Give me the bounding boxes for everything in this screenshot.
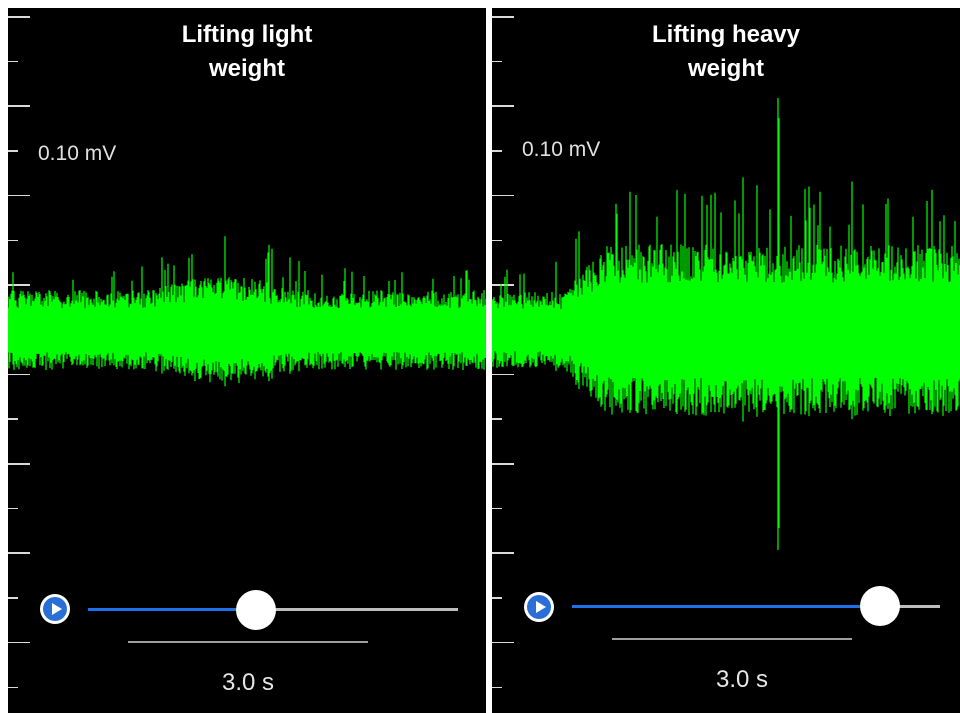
tick-mark: [8, 150, 18, 152]
tick-mark: [8, 373, 30, 376]
tick-mark: [492, 284, 514, 286]
time-scale-label: 3.0 s: [221, 669, 275, 696]
tick-mark: [492, 552, 514, 554]
play-icon: [527, 595, 551, 619]
trace-path: [492, 98, 960, 550]
tick-mark: [8, 463, 30, 465]
tick-mark: [8, 284, 30, 286]
trace-path: [8, 236, 486, 387]
tick-mark: [492, 463, 514, 465]
tick-mark: [492, 641, 514, 644]
tick-mark: [8, 552, 30, 554]
emg-panel-heavy: Lifting heavy weight 0.10 mV 3.0 s: [492, 8, 960, 713]
slider-thumb[interactable]: [236, 590, 276, 630]
tick-mark: [8, 60, 18, 63]
tick-mark: [492, 418, 502, 420]
y-axis-ticks: [492, 8, 522, 713]
tick-mark: [492, 373, 514, 376]
play-button[interactable]: [40, 594, 70, 624]
tick-mark: [8, 105, 30, 107]
play-icon: [43, 597, 67, 621]
tick-mark: [492, 194, 514, 197]
emg-trace: [492, 98, 960, 550]
tick-mark: [8, 507, 18, 510]
tick-mark: [8, 641, 30, 644]
tick-mark: [492, 239, 502, 241]
time-scale-label: 3.0 s: [715, 666, 769, 693]
slider-track-filled[interactable]: [88, 608, 256, 611]
tick-mark: [8, 597, 18, 599]
panel-title: Lifting light weight: [181, 21, 313, 82]
emg-panel-light: Lifting light weight 0.10 mV 3.0 s: [8, 8, 486, 713]
tick-mark: [8, 686, 18, 688]
slider-track-remaining[interactable]: [256, 608, 458, 611]
tick-mark: [492, 686, 502, 688]
tick-mark: [8, 239, 18, 241]
amplitude-label: 0.10 mV: [38, 142, 117, 165]
tick-mark: [492, 597, 502, 599]
play-button[interactable]: [524, 592, 554, 622]
tick-mark: [492, 60, 502, 63]
tick-mark: [8, 194, 30, 197]
slider-thumb[interactable]: [860, 586, 900, 626]
tick-mark: [492, 105, 514, 107]
slider-track-filled[interactable]: [572, 605, 882, 608]
tick-mark: [8, 418, 18, 420]
panel-title: Lifting heavy weight: [651, 21, 801, 82]
amplitude-label: 0.10 mV: [522, 138, 601, 161]
tick-mark: [492, 150, 502, 152]
tick-mark: [8, 16, 30, 18]
tick-mark: [492, 507, 502, 510]
emg-trace: [8, 236, 486, 387]
time-scale-bar: [128, 641, 368, 643]
time-scale-bar: [612, 638, 852, 640]
slider-track-remaining[interactable]: [882, 605, 940, 608]
tick-mark: [492, 16, 514, 18]
